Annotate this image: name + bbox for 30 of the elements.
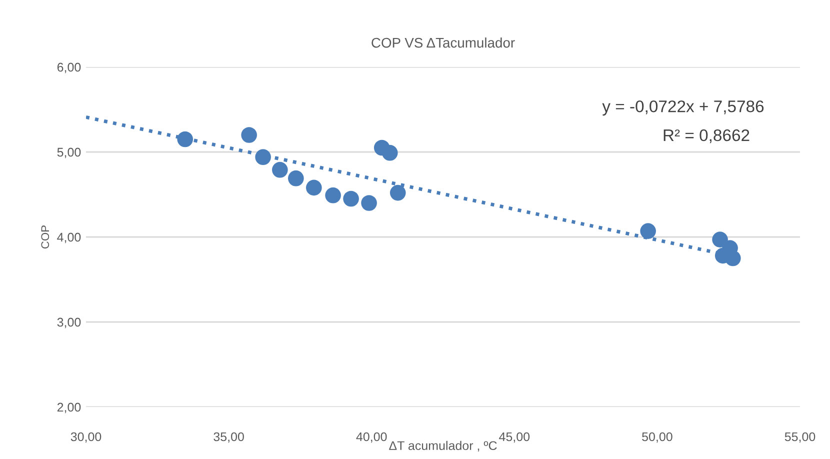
x-tick-label: 40,00 <box>356 432 387 443</box>
y-tick-label: 3,00 <box>57 318 81 328</box>
point <box>255 149 271 166</box>
point <box>724 250 741 266</box>
x-tick-label: 50,00 <box>642 432 672 443</box>
x-axis-title: ΔT acumulador , ºC <box>389 440 497 452</box>
x-tick-label: 30,00 <box>70 432 102 443</box>
point <box>390 184 406 201</box>
chart-title: COP VS ΔTacumulador <box>372 37 515 48</box>
point <box>361 195 377 211</box>
point <box>343 190 359 207</box>
point <box>712 232 728 248</box>
point <box>288 170 304 186</box>
y-axis-title: COP <box>41 226 50 248</box>
y-tick-label: 4,00 <box>57 232 81 244</box>
point <box>241 127 257 143</box>
x-tick-label: 35,00 <box>214 432 244 443</box>
point <box>306 180 322 196</box>
y-tick-label: 6,00 <box>57 62 81 74</box>
y-tick-label: 2,00 <box>57 402 81 414</box>
point <box>382 144 398 161</box>
point <box>325 187 341 204</box>
point <box>177 131 194 148</box>
x-tick-label: 45,00 <box>499 432 530 443</box>
annotation: y = -0,0722x + 7,5786 <box>602 100 764 116</box>
point <box>640 223 656 239</box>
annotation: R² = 0,8662 <box>664 129 750 144</box>
y-tick-label: 5,00 <box>57 148 81 158</box>
point <box>272 162 288 178</box>
x-tick-label: 55,00 <box>784 432 816 443</box>
